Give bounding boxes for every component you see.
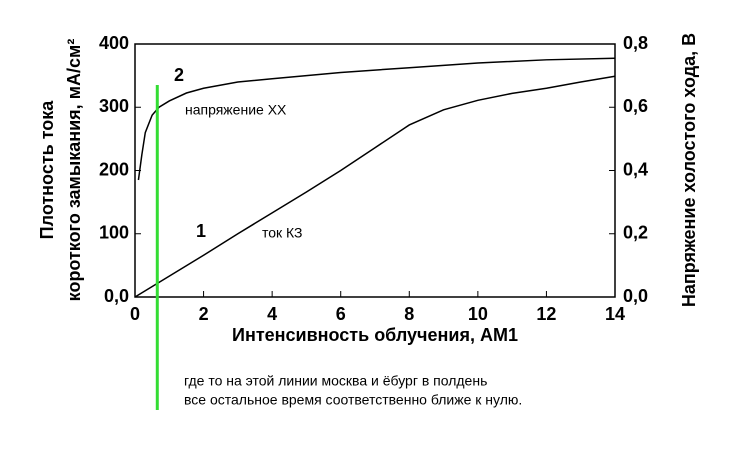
x-axis-label: Интенсивность облучения, АМ1	[232, 325, 518, 345]
y-tick-label: 200	[99, 159, 129, 179]
series-number: 2	[174, 65, 184, 85]
series-number: 1	[196, 221, 206, 241]
note: где то на этой линии москва и ёбург в по…	[184, 373, 487, 389]
x-tick-label: 2	[199, 304, 209, 324]
x-tick-label: 4	[267, 304, 277, 324]
x-tick-label: 8	[404, 304, 414, 324]
x-tick-label: 10	[468, 304, 488, 324]
y-axis-label: Плотность тока	[37, 100, 57, 240]
y-tick-label: 0,0	[104, 286, 129, 306]
plot-frame	[134, 43, 616, 298]
x-tick-label: 14	[605, 304, 625, 324]
y-tick-label: 400	[99, 33, 129, 53]
y2-tick-label: 0,8	[623, 33, 648, 53]
y-axis-label: короткого замыкания, мА/см²	[64, 39, 84, 302]
x-tick-label: 0	[130, 304, 140, 324]
series-line	[137, 57, 616, 181]
y-tick-label: 300	[99, 96, 129, 116]
series-label: ток КЗ	[262, 225, 303, 241]
x-tick-label: 6	[336, 304, 346, 324]
y2-tick-label: 0,2	[623, 223, 648, 243]
series-label: напряжение ХХ	[185, 102, 287, 118]
y2-tick-label: 0,4	[623, 159, 648, 179]
note: все остальное время соответственно ближе…	[184, 392, 522, 408]
y-tick-label: 100	[99, 223, 129, 243]
y2-tick-label: 0,6	[623, 96, 648, 116]
y2-tick-label: 0,0	[623, 286, 648, 306]
series-line	[134, 75, 616, 298]
x-tick-label: 12	[536, 304, 556, 324]
y2-axis-label: Напряжение холостого хода, В	[679, 33, 699, 307]
